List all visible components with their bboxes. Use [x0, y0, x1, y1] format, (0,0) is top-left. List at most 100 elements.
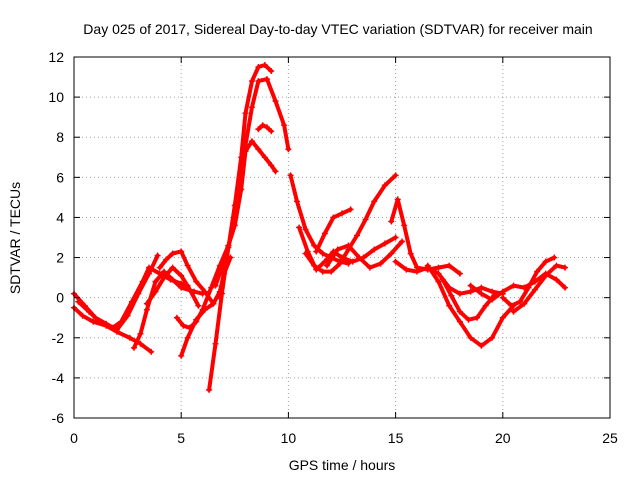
- series-arc-20: [424, 262, 517, 349]
- data-point: [131, 344, 138, 351]
- data-point: [259, 122, 266, 129]
- data-point: [399, 238, 406, 245]
- data-point: [334, 246, 341, 253]
- y-tick-label: 0: [56, 290, 64, 306]
- tick-labels: 0 5 10 15 20 25 -6 -4 -2 0 2 4 6 8 10 12: [48, 49, 618, 446]
- series-line: [325, 239, 404, 270]
- data-point: [474, 314, 481, 321]
- data-point: [302, 250, 309, 257]
- chart-title: Day 025 of 2017, Sidereal Day-to-day VTE…: [83, 21, 592, 37]
- data-point: [193, 318, 200, 325]
- data-point: [263, 76, 270, 83]
- data-point: [86, 308, 93, 315]
- data-point: [137, 330, 144, 337]
- data-point: [139, 278, 146, 285]
- series-line: [217, 77, 291, 300]
- data-point: [261, 154, 268, 161]
- data-point: [199, 306, 206, 313]
- data-point: [242, 110, 249, 117]
- data-point: [184, 262, 191, 269]
- x-tick-label: 15: [388, 430, 404, 446]
- data-point: [388, 250, 395, 257]
- data-point: [156, 264, 163, 271]
- data-point: [126, 334, 133, 341]
- data-point: [354, 232, 361, 239]
- data-point: [392, 172, 399, 179]
- data-point: [178, 284, 185, 291]
- series-line: [213, 139, 278, 288]
- data-point: [435, 264, 442, 271]
- y-tick-label: 6: [56, 169, 64, 185]
- data-point: [414, 268, 421, 275]
- data-point: [268, 68, 275, 75]
- data-point: [180, 322, 187, 329]
- data-point: [210, 300, 217, 307]
- data-point: [152, 288, 159, 295]
- data-point: [143, 306, 150, 313]
- data-point: [178, 272, 185, 279]
- data-point: [551, 254, 558, 261]
- series-arc-17: [323, 238, 406, 271]
- data-point: [482, 302, 489, 309]
- data-point: [323, 262, 330, 269]
- data-point: [261, 62, 268, 69]
- data-point: [255, 126, 262, 133]
- data-point: [371, 198, 378, 205]
- data-point: [394, 196, 401, 203]
- data-point: [96, 318, 103, 325]
- data-point: [336, 260, 343, 267]
- axis-ticks: [73, 56, 611, 419]
- data-point: [499, 314, 506, 321]
- data-point: [377, 260, 384, 267]
- data-point: [79, 312, 86, 319]
- series-arc-22: [467, 270, 568, 303]
- data-point: [319, 268, 326, 275]
- series-arc-6: [143, 264, 202, 309]
- series-line: [389, 197, 462, 276]
- data-point: [510, 308, 517, 315]
- data-point: [238, 186, 245, 193]
- data-point: [113, 326, 120, 333]
- data-point: [356, 254, 363, 261]
- data-point: [347, 206, 354, 213]
- data-point: [163, 256, 170, 263]
- data-point: [218, 264, 225, 271]
- series-line: [157, 249, 216, 306]
- series-arc-8: [173, 242, 232, 331]
- data-point: [508, 302, 515, 309]
- data-point: [542, 258, 549, 265]
- series-arc-21: [439, 276, 498, 323]
- data-point: [90, 318, 97, 325]
- data-point: [268, 128, 275, 135]
- series-arc-13: [287, 172, 352, 267]
- data-point: [456, 270, 463, 277]
- data-point: [169, 276, 176, 283]
- data-point: [521, 300, 528, 307]
- data-point: [489, 334, 496, 341]
- data-point: [542, 272, 549, 279]
- data-point: [499, 294, 506, 301]
- series-arc-11: [212, 138, 279, 289]
- data-point: [403, 266, 410, 273]
- data-point: [510, 282, 517, 289]
- data-point: [499, 288, 506, 295]
- x-tick-label: 25: [602, 430, 618, 446]
- data-point: [184, 334, 191, 341]
- data-point: [456, 308, 463, 315]
- data-point: [248, 138, 255, 145]
- data-point: [212, 340, 219, 347]
- series-arc-24: [510, 262, 568, 315]
- data-point: [302, 226, 309, 233]
- data-point: [75, 298, 82, 305]
- data-point: [186, 286, 193, 293]
- data-point: [435, 278, 442, 285]
- data-series: [71, 62, 568, 393]
- x-tick-label: 10: [281, 430, 297, 446]
- data-point: [169, 264, 176, 271]
- data-point: [467, 282, 474, 289]
- data-point: [465, 316, 472, 323]
- data-point: [128, 298, 135, 305]
- data-point: [255, 146, 262, 153]
- y-tick-label: 8: [56, 129, 64, 145]
